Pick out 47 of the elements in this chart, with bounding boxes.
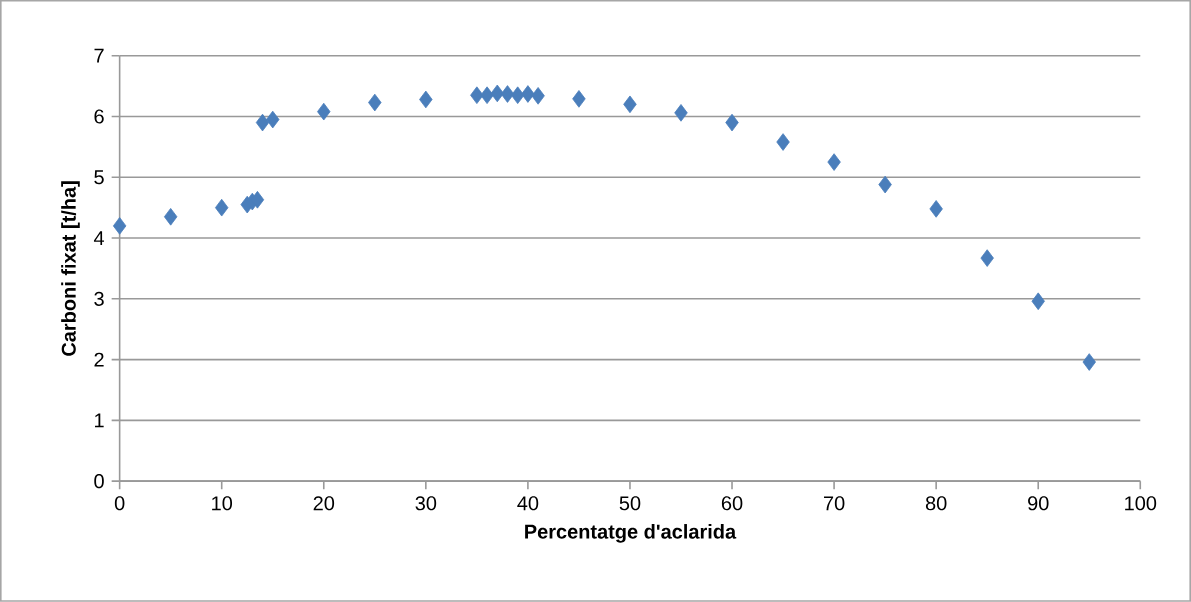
- y-tick-label: 2: [94, 352, 104, 367]
- point: [266, 110, 280, 129]
- y-tick-label: 0: [94, 474, 104, 489]
- y-tick-label: 1: [95, 413, 104, 428]
- point: [572, 90, 586, 108]
- point: [163, 208, 178, 226]
- point: [827, 153, 841, 171]
- point: [1031, 292, 1045, 311]
- x-tick-label: 80: [925, 496, 947, 511]
- y-tick-label: 6: [94, 109, 104, 124]
- point: [929, 200, 943, 218]
- point: [511, 86, 525, 105]
- x-tick-label: 90: [1028, 496, 1049, 511]
- point: [531, 87, 545, 105]
- point: [317, 102, 331, 121]
- point: [725, 113, 739, 132]
- point: [623, 95, 637, 114]
- point: [776, 133, 790, 151]
- point: [878, 175, 892, 194]
- point: [490, 84, 504, 103]
- y-tick-label: 5: [94, 170, 104, 185]
- y-tick-label: 3: [94, 291, 104, 306]
- point: [470, 86, 484, 105]
- x-tick-label: 70: [824, 496, 845, 511]
- point: [368, 93, 382, 112]
- y-tick-label: 4: [93, 231, 105, 246]
- point: [674, 104, 688, 122]
- point: [980, 249, 994, 267]
- x-axis-title: Percentatge d'aclarida: [525, 524, 737, 543]
- x-tick-label: 30: [415, 496, 437, 511]
- point: [480, 86, 494, 105]
- x-tick-label: 20: [313, 496, 335, 511]
- y-axis-title: Carboni fixat [t/ha]: [61, 181, 80, 356]
- point: [112, 217, 127, 235]
- x-tick-label: 50: [619, 496, 641, 511]
- x-tick-label: 0: [114, 496, 125, 511]
- point: [419, 90, 433, 109]
- point: [521, 85, 535, 103]
- x-tick-label: 40: [517, 496, 539, 511]
- y-tick-label: 7: [94, 48, 104, 63]
- point: [1082, 353, 1096, 371]
- point: [500, 85, 515, 103]
- point: [255, 113, 270, 132]
- point: [215, 198, 229, 217]
- x-tick-label: 60: [721, 496, 743, 511]
- x-tick-label: 100: [1125, 496, 1157, 511]
- x-tick-label: 10: [212, 496, 233, 511]
